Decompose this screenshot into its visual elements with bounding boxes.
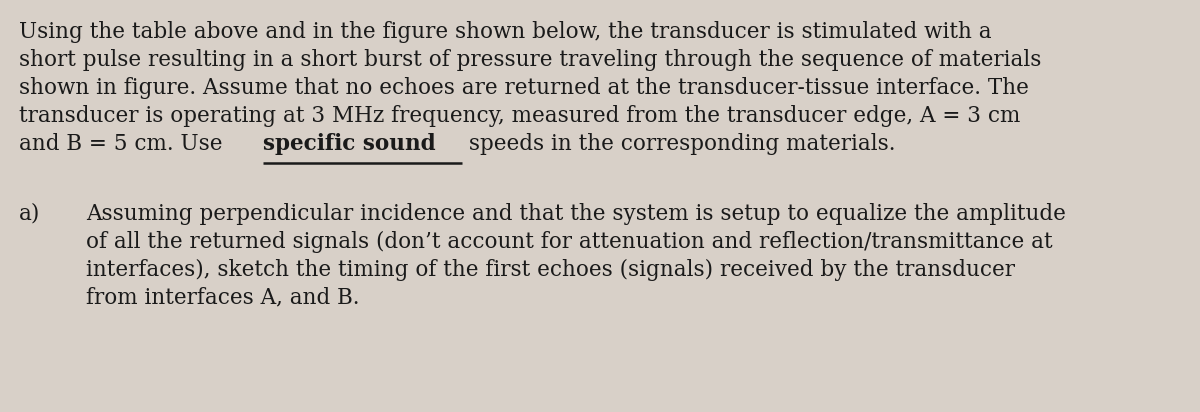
- Text: Using the table above and in the figure shown below, the transducer is stimulate: Using the table above and in the figure …: [19, 21, 992, 42]
- Text: speeds in the corresponding materials.: speeds in the corresponding materials.: [462, 133, 896, 154]
- Text: a): a): [19, 203, 41, 225]
- Text: and B = 5 cm. Use: and B = 5 cm. Use: [19, 133, 229, 154]
- Text: Assuming perpendicular incidence and that the system is setup to equalize the am: Assuming perpendicular incidence and tha…: [86, 203, 1066, 225]
- Text: shown in figure. Assume that no echoes are returned at the transducer-tissue int: shown in figure. Assume that no echoes a…: [19, 77, 1030, 98]
- Text: from interfaces A, and B.: from interfaces A, and B.: [86, 287, 360, 309]
- Text: short pulse resulting in a short burst of pressure traveling through the sequenc: short pulse resulting in a short burst o…: [19, 49, 1042, 70]
- Text: specific sound: specific sound: [263, 133, 436, 154]
- Text: interfaces), sketch the timing of the first echoes (signals) received by the tra: interfaces), sketch the timing of the fi…: [86, 259, 1015, 281]
- Text: of all the returned signals (don’t account for attenuation and reflection/transm: of all the returned signals (don’t accou…: [86, 231, 1052, 253]
- Text: transducer is operating at 3 MHz frequency, measured from the transducer edge, A: transducer is operating at 3 MHz frequen…: [19, 105, 1021, 126]
